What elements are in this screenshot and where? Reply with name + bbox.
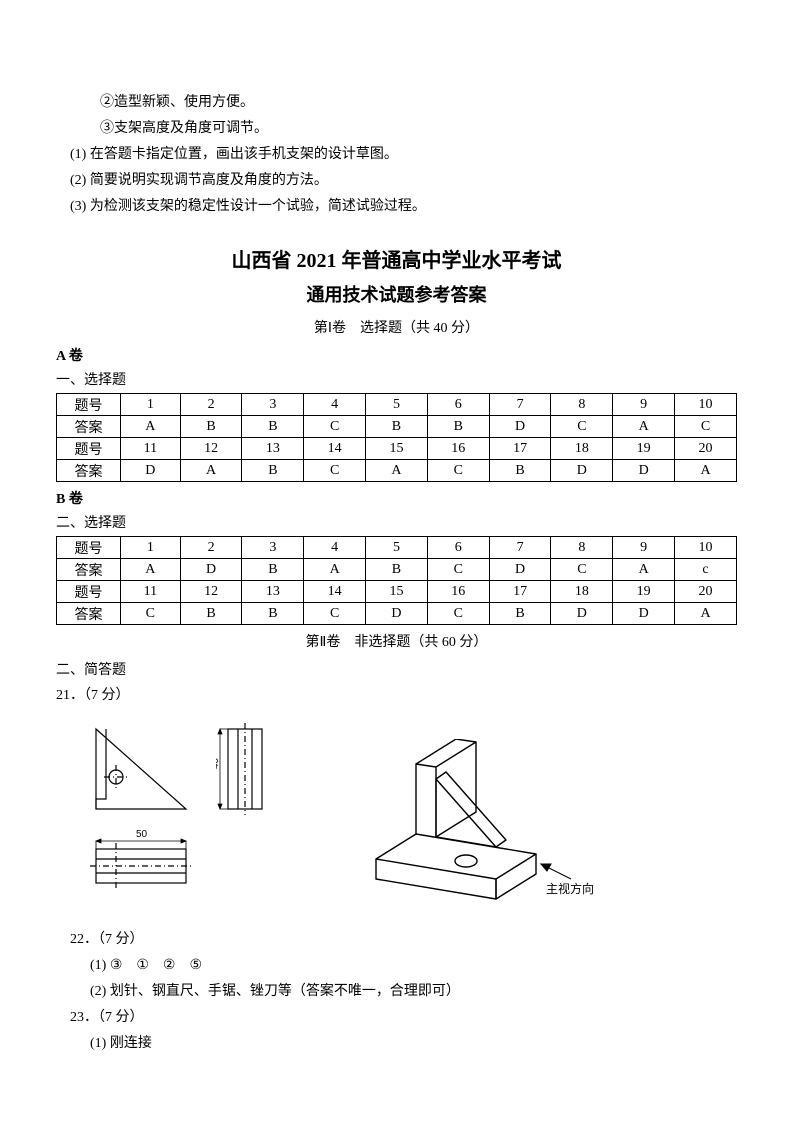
section-b-label: B 卷 bbox=[56, 488, 737, 508]
q22-label: 22．（7 分） bbox=[70, 927, 737, 953]
sub-title: 通用技术试题参考答案 bbox=[56, 281, 737, 307]
main-title: 山西省 2021 年普通高中学业水平考试 bbox=[56, 244, 737, 273]
top-view-icon: 50 bbox=[86, 829, 216, 899]
table-a: 题号 12345678910 答案 ABBCBBDCAC 题号 11121314… bbox=[56, 393, 737, 482]
part1-label: 第Ⅰ卷 选择题（共 40 分） bbox=[56, 317, 737, 337]
section-a-label: A 卷 bbox=[56, 345, 737, 365]
q22-2: (2) 划针、钢直尺、手锯、锉刀等（答案不唯一，合理即可） bbox=[70, 979, 737, 1005]
row-head: 题号 bbox=[57, 394, 121, 416]
part2-label: 第Ⅱ卷 非选择题（共 60 分） bbox=[56, 631, 737, 651]
table-row: 题号 12345678910 bbox=[57, 537, 737, 559]
row-head: 答案 bbox=[57, 416, 121, 438]
table-row: 答案 ABBCBBDCAC bbox=[57, 416, 737, 438]
table-row: 答案 CBBCDCBDDA bbox=[57, 603, 737, 625]
view-label: 主视方向 bbox=[546, 881, 594, 896]
q22-1: (1) ③ ① ② ⑤ bbox=[70, 953, 737, 979]
table-row: 题号 12345678910 bbox=[57, 394, 737, 416]
table-row: 答案 ADBABCDCAc bbox=[57, 559, 737, 581]
dim-h: 40 bbox=[216, 757, 221, 769]
dim-w: 50 bbox=[136, 829, 148, 840]
row-head: 题号 bbox=[57, 537, 121, 559]
table-row: 题号 11121314151617181920 bbox=[57, 581, 737, 603]
intro-line-5: (3) 为检测该支架的稳定性设计一个试验，简述试验过程。 bbox=[56, 194, 737, 220]
q21-figure: 40 50 bbox=[86, 719, 626, 919]
table-b: 题号 12345678910 答案 ADBABCDCAc 题号 11121314… bbox=[56, 536, 737, 625]
page: ②造型新颖、使用方便。 ③支架高度及角度可调节。 (1) 在答题卡指定位置，画出… bbox=[0, 0, 793, 1122]
front-view-icon bbox=[86, 719, 206, 819]
row-head: 题号 bbox=[57, 581, 121, 603]
row-head: 答案 bbox=[57, 603, 121, 625]
section-b-heading: 二、选择题 bbox=[56, 512, 737, 532]
intro-line-2: ③支架高度及角度可调节。 bbox=[56, 116, 737, 142]
row-head: 题号 bbox=[57, 438, 121, 460]
iso-view-icon: 主视方向 bbox=[346, 739, 606, 909]
row-head: 答案 bbox=[57, 460, 121, 482]
q23-1: (1) 刚连接 bbox=[70, 1031, 737, 1057]
side-view-icon: 40 bbox=[216, 719, 276, 819]
section-a-heading: 一、选择题 bbox=[56, 369, 737, 389]
table-row: 题号 11121314151617181920 bbox=[57, 438, 737, 460]
intro-line-3: (1) 在答题卡指定位置，画出该手机支架的设计草图。 bbox=[56, 142, 737, 168]
q23-label: 23．（7 分） bbox=[70, 1005, 737, 1031]
short-answer-heading: 二、简答题 bbox=[56, 659, 737, 679]
intro-line-1: ②造型新颖、使用方便。 bbox=[56, 90, 737, 116]
intro-line-4: (2) 简要说明实现调节高度及角度的方法。 bbox=[56, 168, 737, 194]
q21-label: 21．（7 分） bbox=[56, 683, 737, 709]
row-head: 答案 bbox=[57, 559, 121, 581]
table-row: 答案 DABCACBDDA bbox=[57, 460, 737, 482]
